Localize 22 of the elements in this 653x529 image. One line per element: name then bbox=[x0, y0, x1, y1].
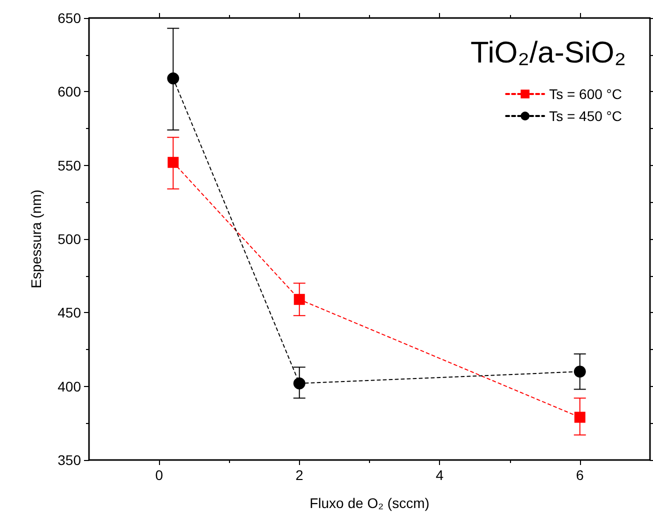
legend-label: Ts = 600 °C bbox=[549, 86, 622, 102]
y-tick-label: 600 bbox=[58, 84, 82, 100]
y-tick-label: 450 bbox=[58, 304, 82, 321]
annotation: TiO₂/a-SiO₂ bbox=[470, 36, 626, 70]
point bbox=[168, 156, 179, 168]
x-tick-label: 2 bbox=[295, 467, 304, 483]
point bbox=[574, 412, 586, 423]
point bbox=[294, 294, 305, 305]
legend-label: Ts = 450 °C bbox=[549, 108, 622, 124]
y-axis-title: Espessura (nm) bbox=[28, 190, 44, 288]
point bbox=[293, 377, 306, 390]
x-tick-label: 6 bbox=[576, 467, 584, 483]
x-tick-label: 4 bbox=[436, 467, 444, 483]
y-tick-label: 500 bbox=[58, 231, 82, 247]
point bbox=[167, 72, 180, 84]
x-axis-title: Fluxo de O₂ (sccm) bbox=[310, 495, 430, 511]
x-tick-label: 0 bbox=[155, 467, 164, 483]
y-tick-label: 350 bbox=[58, 452, 82, 468]
y-tick-label: 650 bbox=[58, 10, 82, 26]
y-tick-label: 550 bbox=[58, 157, 82, 174]
point bbox=[574, 366, 586, 378]
y-tick-label: 400 bbox=[58, 378, 82, 394]
